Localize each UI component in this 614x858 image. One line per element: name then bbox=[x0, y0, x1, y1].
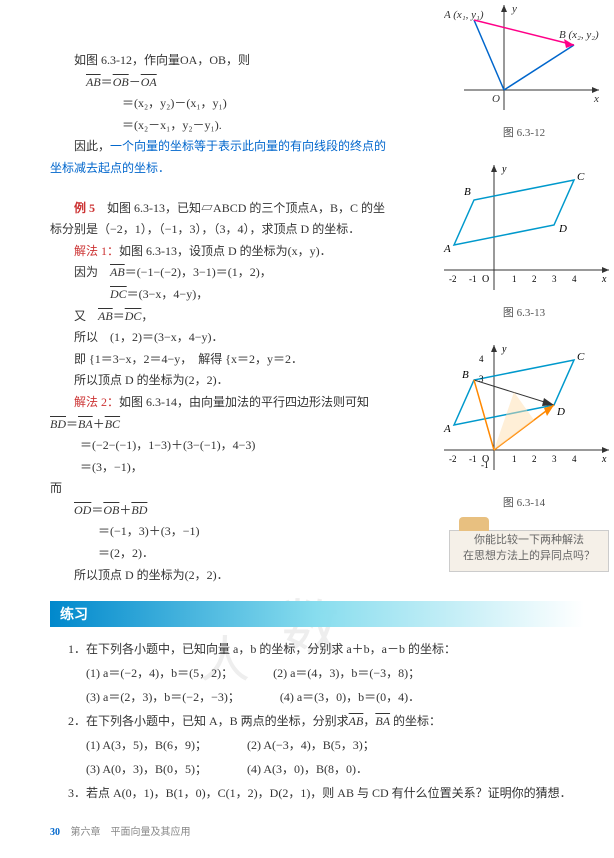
problem-1: 1．在下列各小题中，已知向量 a，b 的坐标，分别求 a＋b，a－b 的坐标： bbox=[50, 637, 584, 661]
solution-2-title: 解法 2：如图 6.3-14，由向量加法的平行四边形法则可知 bbox=[50, 392, 390, 414]
p2-row2: (3) A(0，3)，B(0，5)；(4) A(3，0)，B(8，0)． bbox=[50, 757, 584, 781]
sol1-line3: 又 AB＝DC， bbox=[50, 306, 390, 328]
svg-text:x: x bbox=[593, 93, 599, 105]
label-A: A (x₁, y₁) bbox=[444, 9, 484, 21]
sol2-line5: ＝(−1，3)＋(3，−1) bbox=[50, 521, 390, 543]
conclusion: 因此，一个向量的坐标等于表示此向量的有向线段的终点的坐标减去起点的坐标． bbox=[50, 136, 390, 179]
eq3: ＝(x₂－x₁，y₂－y₁). bbox=[50, 115, 390, 137]
page-number: 30 bbox=[50, 827, 60, 838]
problem-3: 3．若点 A(0，1)，B(1，0)，C(1，2)，D(2，1)，则 AB 与 … bbox=[50, 781, 584, 805]
sol2-line4a: 而 bbox=[50, 478, 390, 500]
sol1-line6: 所以顶点 D 的坐标为(2，2)． bbox=[50, 370, 390, 392]
label-B: B (x₂, y₂) bbox=[559, 29, 599, 41]
sol2-line3: ＝(3，−1)， bbox=[50, 457, 390, 479]
sol2-line4: OD＝OB＋BD bbox=[50, 500, 390, 522]
page-footer: 30 第六章 平面向量及其应用 bbox=[50, 823, 191, 838]
sol2-line6: ＝(2，2)． bbox=[50, 543, 390, 565]
sol1-line1: 因为 AB＝(−1−(−2)，3−1)＝(1，2)， bbox=[50, 262, 390, 284]
sol2-line1: BD＝BA＋BC bbox=[50, 414, 390, 436]
sol1-line4: 所以 (1，2)＝(3−x，4−y)． bbox=[50, 327, 390, 349]
sol2-line7: 所以顶点 D 的坐标为(2，2)． bbox=[50, 565, 390, 587]
intro-line: 如图 6.3-12，作向量OA，OB，则 bbox=[50, 50, 390, 72]
eq2: ＝(x₂，y₂)－(x₁，y₁) bbox=[50, 93, 390, 115]
p2-row1: (1) A(3，5)，B(6，9)；(2) A(−3，4)，B(5，3)； bbox=[50, 733, 584, 757]
footer-chapter: 第六章 平面向量及其应用 bbox=[71, 827, 191, 838]
svg-text:x: x bbox=[601, 454, 607, 465]
sol2-line2: ＝(−2−(−1)，1−3)＋(3−(−1)，4−3) bbox=[50, 435, 390, 457]
practice-header: 练习 bbox=[50, 601, 584, 627]
problem-2: 2．在下列各小题中，已知 A，B 两点的坐标，分别求AB，BA 的坐标： bbox=[50, 709, 584, 733]
sol1-line5: 即 {1＝3−x，2＝4−y， 解得 {x＝2，y＝2． bbox=[50, 349, 390, 371]
svg-text:x: x bbox=[601, 274, 607, 285]
solution-1-title: 解法 1：如图 6.3-13，设顶点 D 的坐标为(x，y)． bbox=[50, 241, 390, 263]
sol1-line2: DC＝(3−x，4−y)， bbox=[50, 284, 390, 306]
eq-ab-ob-oa: AB＝OB－OA bbox=[50, 72, 390, 94]
svg-text:y: y bbox=[511, 3, 517, 15]
p1-row2: (3) a＝(2，3)，b＝(−2，−3)；(4) a＝(3，0)，b＝(0，4… bbox=[50, 685, 584, 709]
example-5: 例 5 如图 6.3-13，已知▱ABCD 的三个顶点A，B，C 的坐标分别是（… bbox=[50, 198, 390, 241]
p1-row1: (1) a＝(−2，4)，b＝(5，2)；(2) a＝(4，3)，b＝(−3，8… bbox=[50, 661, 584, 685]
